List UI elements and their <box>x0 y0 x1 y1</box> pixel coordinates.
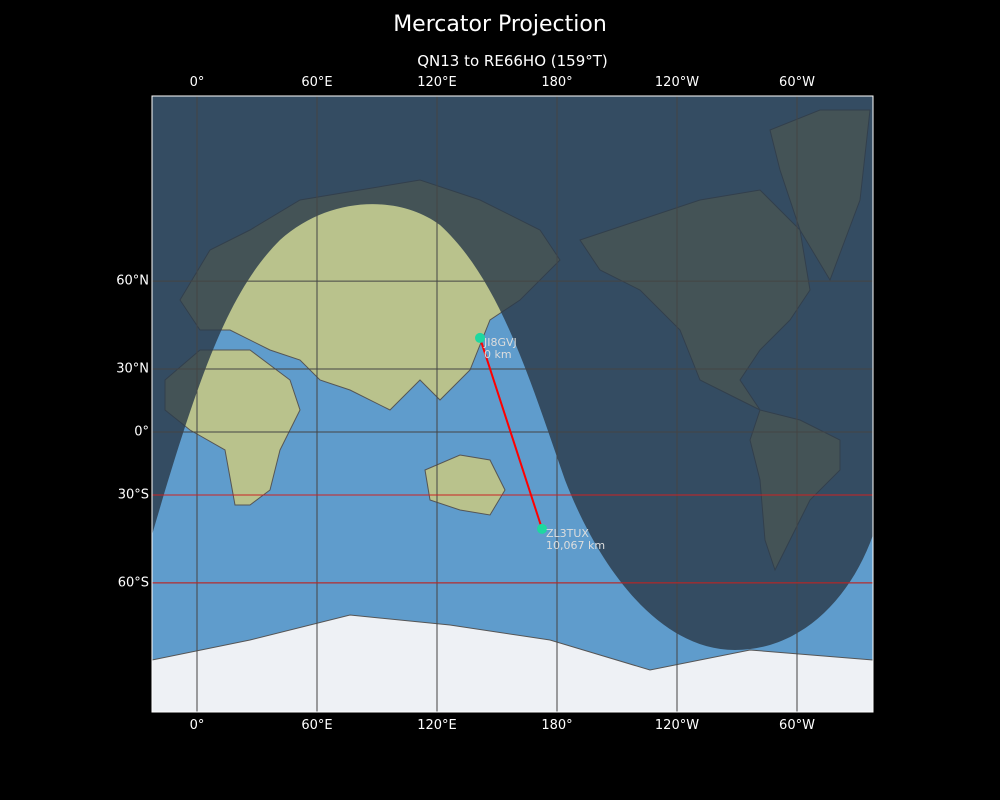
x-tick-top: 60°E <box>301 75 333 90</box>
x-tick-bottom: 180° <box>541 718 573 733</box>
station-callsign: ZL3TUX <box>546 527 589 540</box>
map-subtitle: QN13 to RE66HO (159°T) <box>417 52 608 70</box>
x-tick-top: 60°W <box>779 75 815 90</box>
africa <box>164 349 301 506</box>
night-overlay <box>152 96 873 650</box>
highlight-latitudes <box>152 494 873 584</box>
map-frame <box>151 95 874 713</box>
great-circle-path <box>479 337 543 530</box>
x-tick-bottom: 0° <box>189 718 205 733</box>
y-tick: 30°S <box>117 487 149 503</box>
x-tick-bottom: 120°E <box>417 718 457 733</box>
y-tick: 0° <box>134 424 149 440</box>
x-tick-bottom: 120°W <box>654 718 700 733</box>
station-marker[interactable] <box>537 523 547 534</box>
y-tick: 60°N <box>116 273 149 289</box>
australia <box>424 454 506 516</box>
x-tick-bottom: 60°W <box>779 718 815 733</box>
y-tick: 60°S <box>117 575 149 591</box>
y-tick: 30°N <box>116 361 149 377</box>
station-distance: 0 km <box>484 348 512 361</box>
station-distance: 10,067 km <box>546 539 605 552</box>
figure-title: Mercator Projection <box>393 12 607 37</box>
x-tick-top: 120°W <box>654 75 700 90</box>
x-tick-bottom: 60°E <box>301 718 333 733</box>
graticule <box>152 96 873 712</box>
station-callsign: JI8GVJ <box>483 336 517 349</box>
x-tick-top: 120°E <box>417 75 457 90</box>
station-marker[interactable] <box>475 332 485 343</box>
x-tick-top: 0° <box>189 75 205 90</box>
x-tick-top: 180° <box>541 75 573 90</box>
